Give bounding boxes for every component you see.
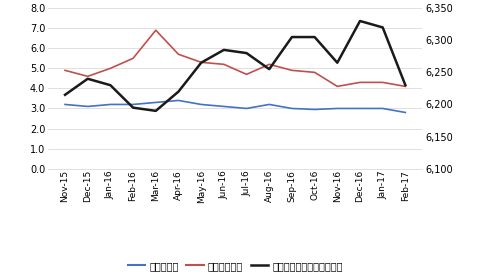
- Legend: 完全失業率, 若年層失業率, 就業者数（非農林水産業）: 完全失業率, 若年層失業率, 就業者数（非農林水産業）: [124, 257, 347, 272]
